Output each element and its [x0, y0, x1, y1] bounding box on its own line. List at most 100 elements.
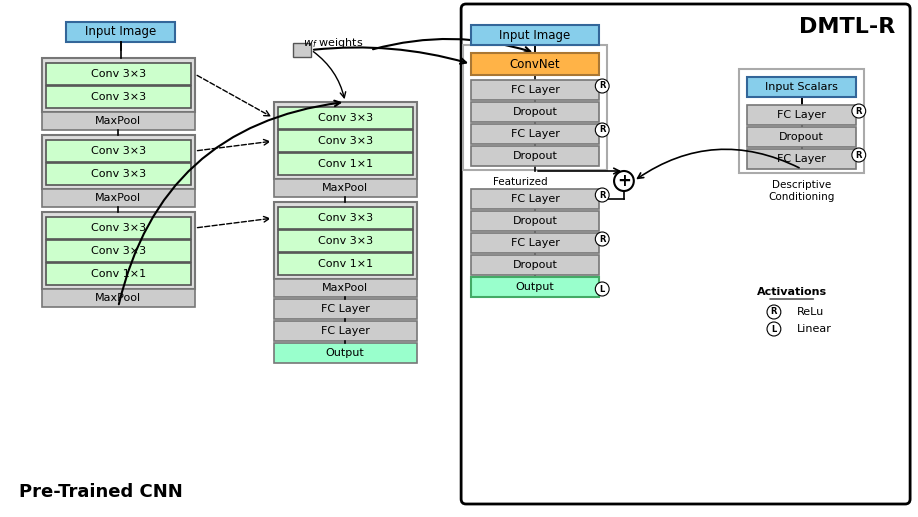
Circle shape — [595, 232, 610, 246]
Bar — [471, 80, 599, 100]
Text: Conv 3×3: Conv 3×3 — [91, 246, 146, 256]
Text: Conv 3×3: Conv 3×3 — [91, 223, 146, 233]
Text: L: L — [599, 284, 605, 294]
Text: ReLu: ReLu — [797, 307, 823, 317]
Bar — [463, 45, 607, 170]
Bar — [471, 53, 599, 75]
Bar — [46, 63, 191, 85]
Bar — [274, 321, 417, 341]
Text: Conv 3×3: Conv 3×3 — [318, 213, 373, 223]
Circle shape — [852, 104, 866, 118]
Bar — [277, 130, 413, 152]
Text: Conv 3×3: Conv 3×3 — [91, 146, 146, 156]
Text: MaxPool: MaxPool — [95, 116, 141, 126]
Bar — [274, 299, 417, 319]
Bar — [41, 112, 195, 130]
Bar — [471, 102, 599, 122]
Bar — [471, 255, 599, 275]
Circle shape — [767, 305, 781, 319]
Bar — [294, 43, 311, 57]
Text: R: R — [599, 190, 606, 200]
Circle shape — [595, 123, 610, 137]
Bar — [46, 163, 191, 185]
Bar — [46, 263, 191, 285]
Text: Conv 3×3: Conv 3×3 — [318, 236, 373, 246]
Text: R: R — [856, 107, 862, 115]
Text: Conv 3×3: Conv 3×3 — [91, 69, 146, 79]
Bar — [277, 253, 413, 275]
Text: R: R — [599, 126, 606, 134]
Bar — [41, 289, 195, 307]
Bar — [41, 135, 195, 189]
Text: FC Layer: FC Layer — [510, 194, 560, 204]
Circle shape — [595, 79, 610, 93]
Text: Input Scalars: Input Scalars — [765, 82, 838, 92]
Circle shape — [595, 188, 610, 202]
Text: MaxPool: MaxPool — [322, 183, 368, 193]
Text: FC Layer: FC Layer — [320, 304, 370, 314]
Text: DMTL-R: DMTL-R — [799, 17, 895, 37]
Text: Dropout: Dropout — [512, 260, 557, 270]
Text: FC Layer: FC Layer — [510, 85, 560, 95]
Bar — [41, 189, 195, 207]
Text: L: L — [771, 325, 777, 333]
Text: Output: Output — [326, 348, 364, 358]
Text: Dropout: Dropout — [512, 151, 557, 161]
Bar — [471, 233, 599, 253]
Bar — [46, 140, 191, 162]
Bar — [747, 77, 856, 97]
Bar — [277, 107, 413, 129]
Text: MaxPool: MaxPool — [95, 293, 141, 303]
Text: MaxPool: MaxPool — [322, 283, 368, 293]
Bar — [41, 212, 195, 289]
Text: +: + — [617, 172, 631, 190]
Text: R: R — [599, 235, 606, 244]
Text: Conv 3×3: Conv 3×3 — [318, 136, 373, 146]
Circle shape — [852, 148, 866, 162]
Text: FC Layer: FC Layer — [778, 154, 826, 164]
Text: Conv 3×3: Conv 3×3 — [91, 92, 146, 102]
Text: FC Layer: FC Layer — [320, 326, 370, 336]
Text: Activations: Activations — [756, 287, 827, 297]
Bar — [46, 86, 191, 108]
Text: Pre-Trained CNN: Pre-Trained CNN — [19, 483, 183, 501]
Bar — [471, 146, 599, 166]
Text: Output: Output — [516, 282, 554, 292]
Text: Featurized
Image: Featurized Image — [493, 177, 548, 199]
Text: Conv 3×3: Conv 3×3 — [318, 113, 373, 123]
Text: Conv 1×1: Conv 1×1 — [91, 269, 146, 279]
Circle shape — [767, 322, 781, 336]
Bar — [41, 58, 195, 112]
Bar — [274, 202, 417, 279]
Bar — [739, 69, 864, 173]
Bar — [471, 124, 599, 144]
FancyBboxPatch shape — [461, 4, 910, 504]
Bar — [747, 149, 856, 169]
Bar — [277, 230, 413, 252]
Text: MaxPool: MaxPool — [95, 193, 141, 203]
Text: Dropout: Dropout — [512, 107, 557, 117]
Bar — [46, 217, 191, 239]
Bar — [274, 179, 417, 197]
Bar — [274, 343, 417, 363]
Text: Descriptive
Conditioning: Descriptive Conditioning — [768, 180, 834, 202]
Bar — [471, 277, 599, 297]
Circle shape — [595, 282, 610, 296]
Bar — [747, 105, 856, 125]
Text: R: R — [856, 150, 862, 160]
Text: Linear: Linear — [797, 324, 832, 334]
Text: Input Image: Input Image — [499, 28, 571, 41]
Text: R: R — [599, 82, 606, 90]
Text: Conv 1×1: Conv 1×1 — [318, 159, 373, 169]
Text: FC Layer: FC Layer — [778, 110, 826, 120]
Text: FC Layer: FC Layer — [510, 129, 560, 139]
Bar — [66, 22, 175, 42]
Bar — [274, 279, 417, 297]
Text: FC Layer: FC Layer — [510, 238, 560, 248]
Bar — [277, 153, 413, 175]
Text: Input Image: Input Image — [85, 25, 156, 38]
Bar — [471, 211, 599, 231]
Text: R: R — [771, 308, 778, 316]
Bar — [471, 25, 599, 45]
Bar — [277, 207, 413, 229]
